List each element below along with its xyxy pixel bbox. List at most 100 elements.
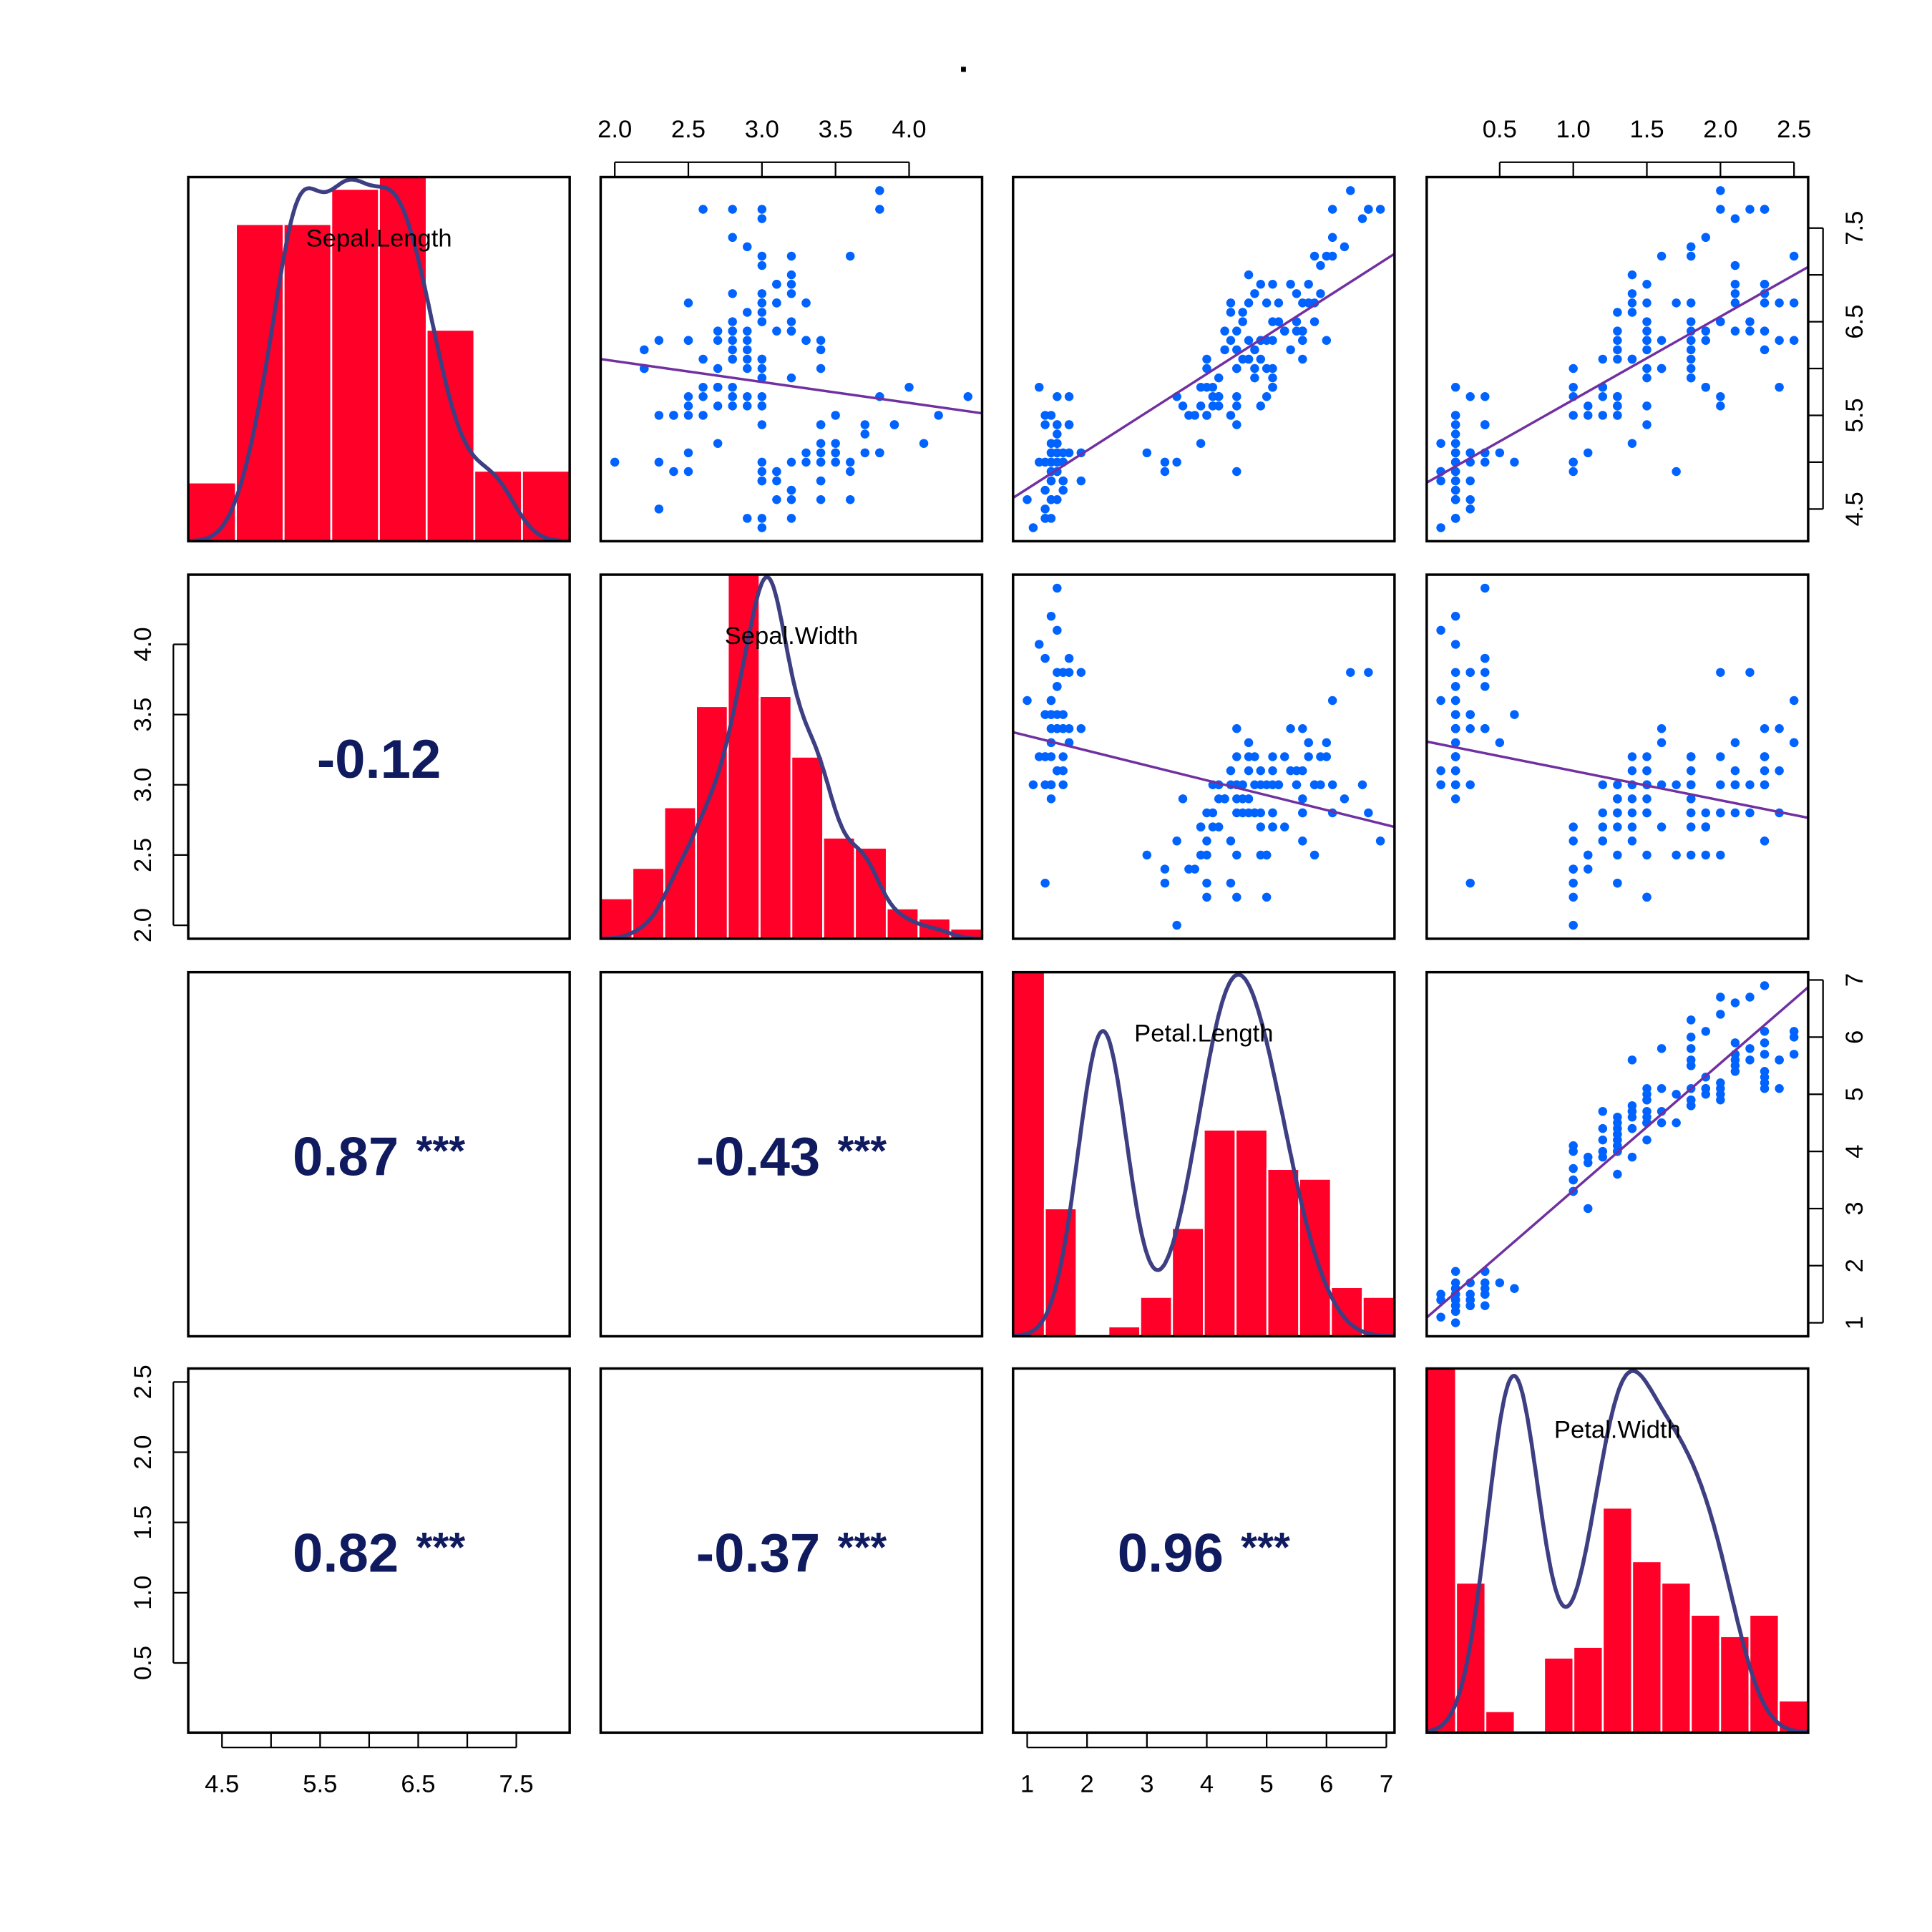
data-point bbox=[772, 495, 781, 504]
panel-content bbox=[1426, 981, 1808, 1327]
data-point bbox=[1598, 780, 1608, 789]
data-point bbox=[1730, 289, 1740, 298]
tick-label: 3.5 bbox=[130, 698, 157, 732]
data-point bbox=[1184, 864, 1194, 874]
data-point bbox=[1627, 270, 1637, 280]
data-point bbox=[743, 242, 752, 252]
data-point bbox=[1316, 289, 1325, 298]
histogram-bar bbox=[378, 177, 428, 542]
data-point bbox=[683, 298, 693, 308]
panel-petal-width-vs-sepal-length: 0.82 *** bbox=[187, 1367, 571, 1735]
data-point bbox=[1436, 476, 1445, 486]
data-point bbox=[1568, 892, 1578, 902]
data-point bbox=[1701, 850, 1711, 860]
data-point bbox=[1701, 233, 1711, 243]
data-point bbox=[1160, 457, 1170, 467]
panel-frame bbox=[1425, 970, 1810, 1338]
data-point bbox=[1436, 1312, 1445, 1322]
histogram-bar bbox=[663, 806, 697, 939]
data-point bbox=[1058, 476, 1068, 486]
data-point bbox=[1436, 625, 1445, 635]
histogram-bar bbox=[1543, 1657, 1575, 1733]
data-point bbox=[1232, 364, 1241, 374]
panel-content bbox=[1426, 186, 1808, 532]
data-point bbox=[1220, 326, 1229, 336]
data-point bbox=[1226, 308, 1236, 317]
data-point bbox=[1040, 878, 1050, 888]
data-point bbox=[1745, 668, 1755, 677]
data-point bbox=[1745, 992, 1755, 1002]
data-point bbox=[1309, 317, 1319, 326]
data-point bbox=[1232, 808, 1241, 818]
histogram-bar bbox=[1631, 1560, 1663, 1733]
significance-stars: *** bbox=[1241, 1524, 1290, 1571]
data-point bbox=[757, 523, 767, 532]
histogram-bar bbox=[1426, 1368, 1458, 1733]
data-point bbox=[1292, 317, 1302, 326]
data-point bbox=[1214, 822, 1224, 831]
data-point bbox=[1160, 878, 1170, 888]
data-point bbox=[683, 448, 693, 458]
data-point bbox=[1202, 878, 1211, 888]
data-point bbox=[1480, 1289, 1490, 1299]
data-point bbox=[1642, 364, 1652, 374]
data-point bbox=[1730, 808, 1740, 818]
data-point bbox=[743, 364, 752, 374]
data-point bbox=[1046, 495, 1056, 504]
significance-stars: *** bbox=[838, 1524, 887, 1571]
significance-stars: *** bbox=[838, 1128, 887, 1175]
data-point bbox=[1346, 186, 1355, 195]
data-point bbox=[698, 411, 708, 420]
data-point bbox=[1627, 766, 1637, 776]
panel-sepal-width-vs-petal-length bbox=[1012, 573, 1396, 940]
data-point bbox=[1046, 780, 1056, 789]
data-point bbox=[1262, 892, 1272, 902]
data-point bbox=[1450, 710, 1460, 719]
data-point bbox=[1040, 504, 1050, 514]
tick-label: 6.5 bbox=[401, 1770, 435, 1797]
panel-content bbox=[600, 575, 982, 939]
panel-petal-length-vs-petal-width bbox=[1425, 970, 1810, 1338]
data-point bbox=[801, 448, 811, 458]
data-point bbox=[1226, 336, 1236, 345]
data-point bbox=[1642, 345, 1652, 355]
histogram-bar bbox=[1266, 1168, 1300, 1337]
data-point bbox=[1450, 780, 1460, 789]
data-point bbox=[728, 392, 737, 401]
data-point bbox=[757, 514, 767, 523]
data-point bbox=[757, 457, 767, 467]
tick-label: 1.5 bbox=[1629, 116, 1664, 143]
data-point bbox=[1465, 710, 1475, 719]
data-point bbox=[1178, 401, 1188, 411]
histogram-bar bbox=[1203, 1128, 1237, 1337]
data-point bbox=[1268, 780, 1277, 789]
data-point bbox=[1627, 822, 1637, 831]
data-point bbox=[1760, 1038, 1770, 1048]
data-point bbox=[1627, 1112, 1637, 1122]
data-point bbox=[713, 382, 723, 392]
data-point bbox=[1202, 382, 1211, 392]
data-point bbox=[1701, 808, 1711, 818]
data-point bbox=[1232, 724, 1241, 733]
data-point bbox=[1642, 317, 1652, 326]
data-point bbox=[1232, 401, 1241, 411]
data-point bbox=[1250, 780, 1259, 789]
data-point bbox=[1613, 1141, 1622, 1151]
data-point bbox=[1760, 1027, 1770, 1036]
data-point bbox=[1730, 1067, 1740, 1076]
data-point bbox=[728, 326, 737, 336]
data-point bbox=[1298, 336, 1307, 345]
data-point bbox=[1730, 738, 1740, 748]
data-point bbox=[1716, 752, 1725, 761]
data-point bbox=[1730, 326, 1740, 336]
data-point bbox=[1450, 439, 1460, 448]
data-point bbox=[1613, 780, 1622, 789]
data-point bbox=[1238, 308, 1247, 317]
data-point bbox=[1584, 448, 1593, 458]
data-point bbox=[1250, 373, 1259, 383]
data-point bbox=[1364, 808, 1373, 818]
data-point bbox=[743, 345, 752, 355]
data-point bbox=[757, 260, 767, 270]
data-point bbox=[1298, 354, 1307, 364]
data-point bbox=[1064, 653, 1074, 663]
